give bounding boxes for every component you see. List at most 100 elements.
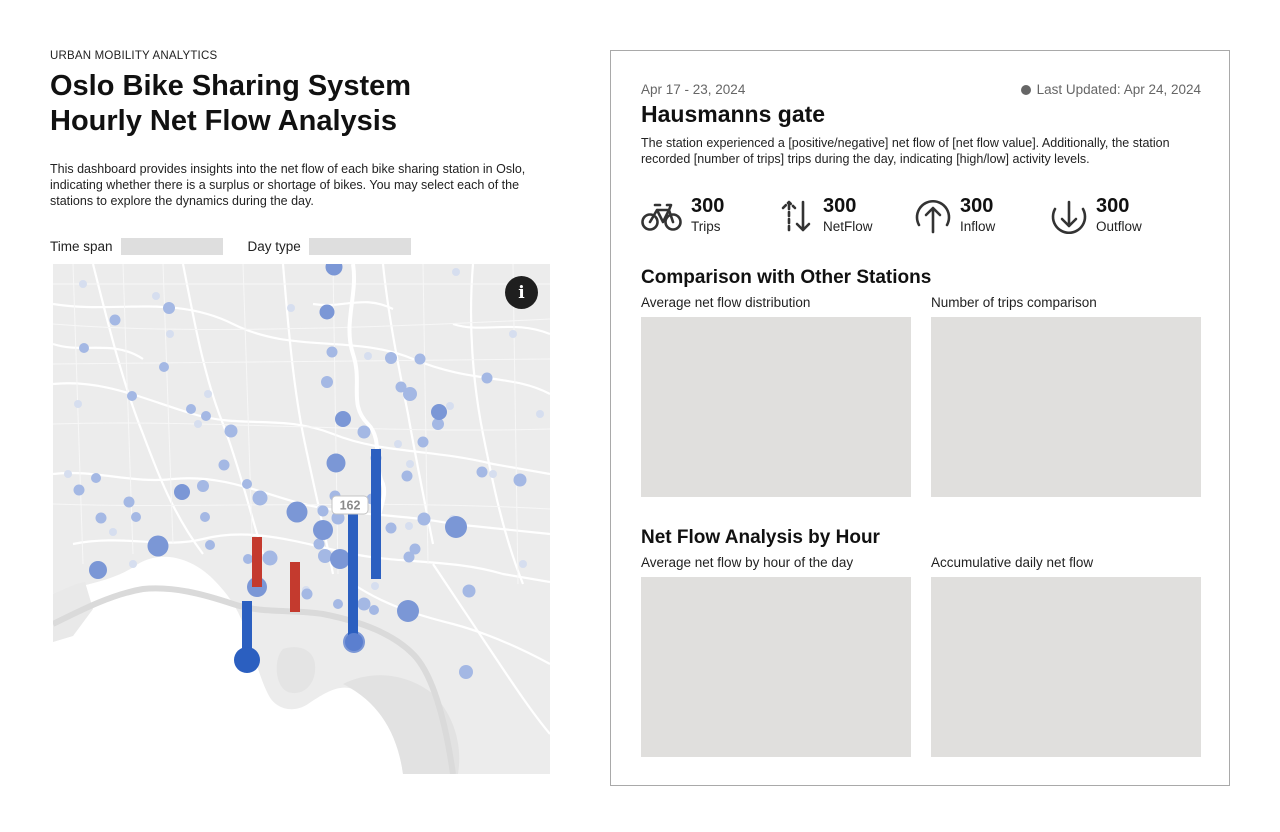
station-marker[interactable] xyxy=(194,420,202,428)
station-marker[interactable] xyxy=(109,528,117,536)
station-marker[interactable] xyxy=(287,304,295,312)
station-marker[interactable] xyxy=(318,549,332,563)
station-marker[interactable] xyxy=(397,600,419,622)
station-marker[interactable] xyxy=(319,304,335,320)
station-marker[interactable] xyxy=(129,560,137,568)
station-marker[interactable] xyxy=(317,505,329,517)
info-icon[interactable]: i xyxy=(505,276,538,309)
station-marker[interactable] xyxy=(325,264,343,276)
flow-bar-negative[interactable] xyxy=(252,537,262,587)
station-marker[interactable] xyxy=(174,484,190,500)
station-marker[interactable] xyxy=(403,551,415,563)
station-marker[interactable] xyxy=(489,470,497,478)
station-marker[interactable] xyxy=(166,330,174,338)
cumulative-net-flow-chart[interactable] xyxy=(931,577,1201,757)
station-marker[interactable] xyxy=(262,550,278,566)
station-marker[interactable] xyxy=(321,376,333,388)
station-marker[interactable] xyxy=(91,473,101,483)
station-marker[interactable] xyxy=(333,599,343,609)
station-marker[interactable] xyxy=(519,560,527,568)
station-marker-selected[interactable] xyxy=(234,647,260,673)
flow-bar-positive[interactable] xyxy=(371,449,381,579)
station-marker[interactable] xyxy=(371,582,379,590)
station-marker[interactable] xyxy=(79,280,87,288)
map-canvas[interactable]: 162 xyxy=(53,264,550,774)
station-marker[interactable] xyxy=(301,588,313,600)
station-marker[interactable] xyxy=(385,522,397,534)
station-marker[interactable] xyxy=(409,543,421,555)
station-marker[interactable] xyxy=(452,268,460,276)
station-marker[interactable] xyxy=(417,512,431,526)
hourly-net-flow-chart[interactable] xyxy=(641,577,911,757)
station-marker[interactable] xyxy=(364,352,372,360)
station-marker[interactable] xyxy=(205,540,215,550)
station-marker[interactable] xyxy=(403,387,417,401)
station-marker[interactable] xyxy=(201,411,211,421)
station-marker[interactable] xyxy=(536,410,544,418)
flow-bar-positive[interactable] xyxy=(242,601,252,659)
station-marker[interactable] xyxy=(331,511,345,525)
day-type-select[interactable] xyxy=(308,237,411,255)
net-flow-distribution-chart[interactable] xyxy=(641,317,911,497)
station-marker[interactable] xyxy=(95,512,107,524)
station-marker[interactable] xyxy=(462,584,476,598)
station-marker[interactable] xyxy=(243,554,253,564)
station-marker[interactable] xyxy=(123,496,135,508)
station-marker[interactable] xyxy=(159,362,169,372)
time-span-select[interactable] xyxy=(120,237,223,255)
station-marker[interactable] xyxy=(431,404,447,420)
station-marker[interactable] xyxy=(446,402,454,410)
station-marker[interactable] xyxy=(109,314,121,326)
station-marker[interactable] xyxy=(186,404,196,414)
station-marker[interactable] xyxy=(369,605,379,615)
station-marker[interactable] xyxy=(127,391,137,401)
trips-comparison-chart[interactable] xyxy=(931,317,1201,497)
station-marker[interactable] xyxy=(200,512,210,522)
station-marker[interactable] xyxy=(445,516,467,538)
stations-small xyxy=(73,302,527,679)
station-marker[interactable] xyxy=(414,353,426,365)
station-marker[interactable] xyxy=(357,425,371,439)
station-marker[interactable] xyxy=(406,460,414,468)
station-marker[interactable] xyxy=(224,424,238,438)
station-marker[interactable] xyxy=(313,520,333,540)
station-marker[interactable] xyxy=(509,330,517,338)
station-marker[interactable] xyxy=(401,470,413,482)
station-marker[interactable] xyxy=(357,597,371,611)
station-marker[interactable] xyxy=(385,352,397,364)
station-marker[interactable] xyxy=(432,418,444,430)
station-marker[interactable] xyxy=(345,633,363,651)
station-marker[interactable] xyxy=(459,665,473,679)
station-map[interactable]: 162 i xyxy=(53,264,550,774)
station-marker[interactable] xyxy=(152,292,160,300)
station-marker[interactable] xyxy=(252,490,268,506)
station-marker[interactable] xyxy=(286,501,308,523)
station-marker[interactable] xyxy=(242,479,252,489)
station-marker[interactable] xyxy=(326,346,338,358)
station-marker[interactable] xyxy=(405,522,413,530)
flow-bar-negative[interactable] xyxy=(290,562,300,612)
station-marker[interactable] xyxy=(204,390,212,398)
station-marker[interactable] xyxy=(394,440,402,448)
station-marker[interactable] xyxy=(481,372,493,384)
station-marker[interactable] xyxy=(64,470,72,478)
station-marker[interactable] xyxy=(335,411,351,427)
station-marker[interactable] xyxy=(79,343,89,353)
station-marker[interactable] xyxy=(147,535,169,557)
station-marker[interactable] xyxy=(476,466,488,478)
station-marker[interactable] xyxy=(163,302,175,314)
station-marker[interactable] xyxy=(330,549,350,569)
station-marker[interactable] xyxy=(89,561,107,579)
station-marker[interactable] xyxy=(326,453,346,473)
station-marker[interactable] xyxy=(197,480,209,492)
map-water xyxy=(53,556,403,774)
station-marker[interactable] xyxy=(513,473,527,487)
station-marker[interactable] xyxy=(417,436,429,448)
station-marker[interactable] xyxy=(313,538,325,550)
station-marker[interactable] xyxy=(73,484,85,496)
station-marker[interactable] xyxy=(395,381,407,393)
station-marker[interactable] xyxy=(74,400,82,408)
station-marker[interactable] xyxy=(131,512,141,522)
flow-bar-positive[interactable] xyxy=(348,514,358,644)
station-marker[interactable] xyxy=(218,459,230,471)
